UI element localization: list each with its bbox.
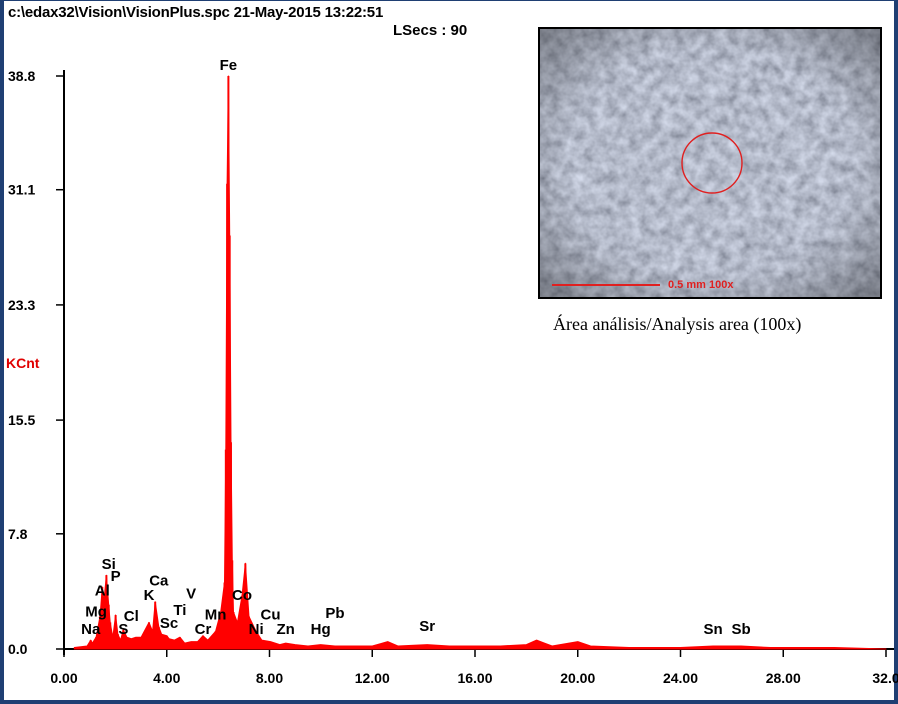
- element-label-sb: Sb: [732, 621, 751, 638]
- element-label-co: Co: [232, 587, 252, 604]
- element-label-hg: Hg: [311, 621, 331, 638]
- y-tick-label: 31.1: [8, 182, 35, 198]
- element-label-mg: Mg: [85, 603, 107, 620]
- micrograph-vignette: [540, 29, 880, 297]
- element-label-ti: Ti: [173, 602, 186, 619]
- element-label-v: V: [186, 586, 196, 603]
- y-tick-label: 0.0: [8, 641, 28, 657]
- element-label-s: S: [118, 621, 128, 638]
- y-tick-label: 15.5: [8, 412, 35, 428]
- x-tick-label: 24.00: [663, 670, 698, 686]
- element-label-pb: Pb: [325, 605, 344, 622]
- x-tick-label: 8.00: [256, 670, 283, 686]
- file-info-header: c:\edax32\Vision\VisionPlus.spc 21-May-2…: [8, 4, 384, 21]
- inset-caption: Área análisis/Analysis area (100x): [553, 314, 802, 334]
- element-label-fe: Fe: [220, 57, 238, 74]
- x-tick-label: 32.0: [872, 670, 898, 686]
- analysis-area-circle: [681, 132, 743, 194]
- element-label-sc: Sc: [160, 615, 178, 632]
- micrograph-inset: 0.5 mm 100x: [538, 27, 882, 299]
- plot-area: 0.00 4.00 8.00 12.00 16.00 20.00 24.00 28.00 32.…: [6, 57, 898, 686]
- element-label-sr: Sr: [419, 618, 435, 635]
- element-label-cu: Cu: [261, 606, 281, 623]
- element-label-ni: Ni: [249, 621, 264, 638]
- element-label-ca: Ca: [149, 572, 169, 589]
- element-label-na: Na: [81, 621, 101, 638]
- element-label-zn: Zn: [277, 621, 295, 638]
- x-tick-label: 4.00: [153, 670, 180, 686]
- live-seconds-readout: LSecs : 90: [393, 22, 468, 39]
- element-label-sn: Sn: [704, 621, 723, 638]
- element-label-mn: Mn: [205, 606, 227, 623]
- x-tick-label: 12.00: [355, 670, 390, 686]
- element-label-cr: Cr: [195, 621, 212, 638]
- scale-bar-label: 0.5 mm 100x: [668, 279, 734, 291]
- y-axis-label: KCnt: [6, 355, 40, 371]
- x-tick-label: 16.00: [457, 670, 492, 686]
- y-tick-label: 7.8: [8, 526, 28, 542]
- micrograph-image: 0.5 mm 100x: [540, 29, 880, 297]
- y-tick-label: 23.3: [8, 297, 35, 313]
- element-label-p: P: [111, 568, 121, 585]
- x-tick-label: 0.00: [50, 670, 77, 686]
- element-label-al: Al: [95, 583, 110, 600]
- element-label-k: K: [144, 587, 155, 604]
- y-tick-label: 38.8: [8, 68, 35, 84]
- element-label-si: Si: [102, 556, 116, 573]
- x-tick-label: 28.00: [766, 670, 801, 686]
- element-label-cl: Cl: [124, 608, 139, 625]
- x-tick-label: 20.00: [560, 670, 595, 686]
